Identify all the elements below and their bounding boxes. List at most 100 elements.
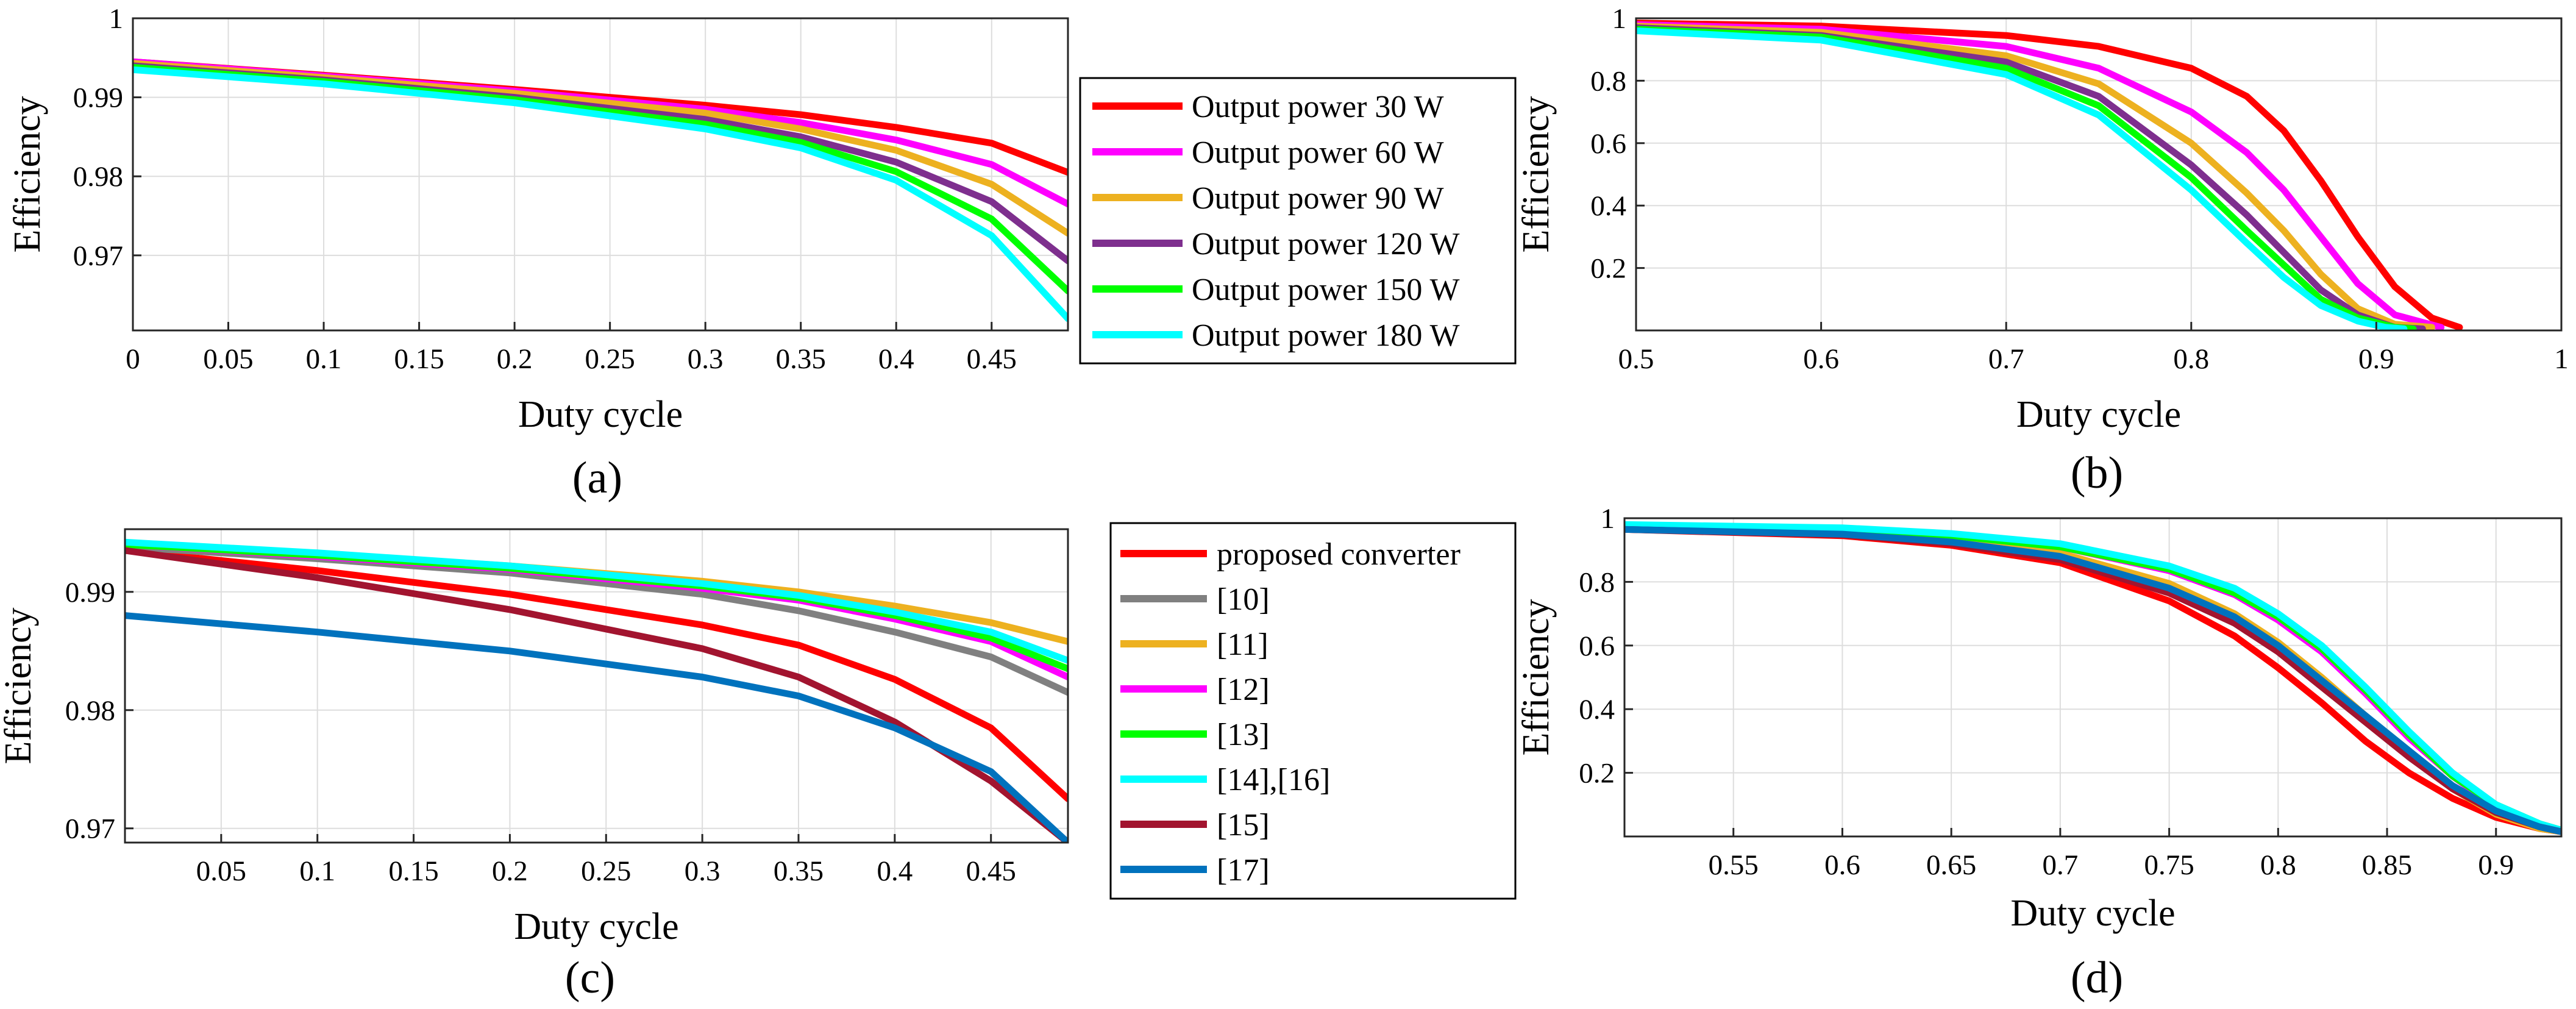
legend-a-label-4: Output power 150 W	[1192, 273, 1460, 307]
panel-c-xtick-label-8: 0.45	[966, 855, 1016, 887]
panel-b-xtick-label-2: 0.7	[1988, 343, 2024, 375]
panel-d-series-line-5	[1624, 521, 2561, 834]
panel-d-axes-frame	[1623, 517, 2563, 838]
panel-c-series-line-5	[125, 538, 1068, 664]
panel-d-label: (d)	[2071, 953, 2123, 1003]
panel-d-xtick-label-7: 0.9	[2478, 849, 2514, 881]
panel-a-axes-frame	[132, 17, 1069, 332]
panel-c-axes-frame	[124, 528, 1069, 844]
panel-d-xtick-label-5: 0.8	[2260, 849, 2296, 881]
panel-d-xtick-label-2: 0.65	[1926, 849, 1976, 881]
panel-a-xtick-label-1: 0.05	[203, 343, 253, 375]
panel-b-series-line-0	[1636, 20, 2463, 330]
legend-c-label-1: [10]	[1217, 582, 1270, 617]
panel-c-xtick-label-1: 0.1	[299, 855, 335, 887]
panel-c-xlabel: Duty cycle	[514, 906, 678, 947]
panel-b-label: (b)	[2071, 448, 2123, 498]
legend-c-label-5: [14],[16]	[1217, 763, 1330, 797]
panel-a-ytick-label-2: 0.99	[73, 82, 123, 114]
panel-b-xtick-label-3: 0.8	[2173, 343, 2209, 375]
panel-a-xtick-label-0: 0	[126, 343, 140, 375]
panel-c-xtick-label-5: 0.3	[685, 855, 720, 887]
panel-b-xtick-label-5: 1	[2554, 343, 2569, 375]
legend-c-label-2: [11]	[1217, 627, 1268, 662]
panel-c-label: (c)	[565, 953, 615, 1003]
panel-d-xlabel: Duty cycle	[2010, 893, 2175, 934]
legend-a: Output power 30 W Output power 60 W Outp…	[1079, 77, 1517, 365]
panel-c-ylabel: Efficiency	[0, 607, 39, 764]
legend-a-label-1: Output power 60 W	[1192, 135, 1444, 170]
panel-a-ylabel: Efficiency	[7, 96, 48, 252]
panel-b-xlabel: Duty cycle	[2016, 394, 2181, 435]
panel-b-xtick-label-0: 0.5	[1618, 343, 1654, 375]
legend-a-label-0: Output power 30 W	[1192, 90, 1444, 124]
panel-d-ytick-label-3: 0.8	[1579, 566, 1615, 598]
panel-c-series-line-6	[125, 547, 1068, 843]
panel-b: (b) 0.5 0.6 0.7 0.8 0.9 1 0.2 0.4 0.6 0.8 1 Duty cy…	[1515, 3, 2569, 498]
panel-c-xtick-label-2: 0.15	[388, 855, 438, 887]
panel-c-ytick-label-2: 0.99	[65, 577, 115, 608]
panel-c-ytick-label-0: 0.97	[65, 813, 115, 845]
panel-d-ytick-label-1: 0.4	[1579, 694, 1615, 726]
panel-a-series	[133, 58, 1068, 323]
panel-c-xtick-label-0: 0.05	[196, 855, 246, 887]
panel-b-xtick-label-4: 0.9	[2358, 343, 2394, 375]
panel-a-xtick-label-3: 0.15	[394, 343, 444, 375]
panel-a-xtick-label-6: 0.3	[688, 343, 724, 375]
panel-c: (c) 0.05 0.1 0.15 0.2 0.25 0.3 0.35 0.4 0.45 0.97…	[0, 528, 1069, 1003]
legend-c-box	[1109, 522, 1517, 900]
panel-d-xtick-label-4: 0.75	[2144, 849, 2194, 881]
panel-a-label: (a)	[572, 453, 622, 503]
panel-d: (d) 0.55 0.6 0.65 0.7 0.75 0.8 0.85 0.9 0.2 0.4 0.…	[1515, 503, 2563, 1003]
panel-b-series-line-5	[1636, 27, 2408, 330]
panel-a-ytick-label-0: 0.97	[73, 240, 123, 272]
panel-d-series-line-7	[1624, 526, 2561, 835]
panel-d-xtick-label-0: 0.55	[1709, 849, 1759, 881]
panel-a-xtick-label-9: 0.45	[967, 343, 1017, 375]
panel-c-xtick-label-7: 0.4	[877, 855, 913, 887]
panel-b-ylabel: Efficiency	[1515, 96, 1557, 252]
panel-c-ytick-label-1: 0.98	[65, 695, 115, 727]
legend-c-label-0: proposed converter	[1217, 537, 1461, 572]
panel-d-xtick-label-6: 0.85	[2362, 849, 2412, 881]
panel-c-xtick-label-6: 0.35	[774, 855, 824, 887]
panel-a-ytick-label-1: 0.98	[73, 161, 123, 193]
legend-c-label-7: [17]	[1217, 853, 1270, 888]
panel-d-xtick-label-1: 0.6	[1824, 849, 1860, 881]
panel-d-xtick-label-3: 0.7	[2043, 849, 2079, 881]
panel-d-ytick-label-4: 1	[1601, 503, 1615, 535]
legend-c: proposed converter [10] [11] [12] [13] […	[1109, 522, 1517, 900]
panel-a-xtick-label-8: 0.4	[878, 343, 914, 375]
panel-b-series-line-2	[1636, 23, 2435, 330]
legend-c-label-3: [12]	[1217, 672, 1270, 707]
panel-b-ytick-label-2: 0.6	[1590, 128, 1626, 160]
panel-c-series-line-0	[125, 547, 1068, 802]
panel-b-ytick-label-3: 0.8	[1590, 65, 1626, 97]
panel-b-ytick-label-1: 0.4	[1590, 190, 1626, 222]
panel-b-series-line-1	[1636, 21, 2445, 330]
legend-a-box	[1079, 77, 1517, 365]
panel-b-ytick-label-4: 1	[1612, 3, 1627, 35]
panel-c-series	[125, 538, 1068, 843]
panel-a-series-line-5	[133, 66, 1068, 323]
panel-a-xtick-label-7: 0.35	[776, 343, 826, 375]
panel-b-series	[1636, 20, 2463, 330]
legend-a-label-3: Output power 120 W	[1192, 227, 1460, 262]
panel-b-ytick-label-0: 0.2	[1590, 253, 1626, 285]
panel-b-xtick-label-1: 0.6	[1803, 343, 1839, 375]
panel-a-xtick-label-4: 0.2	[497, 343, 533, 375]
panel-a: (a) 0 0.05 0.1 0.15 0.2 0.25 0.3 0.35 0.4 0.45 0.9…	[7, 3, 1069, 503]
panel-d-ylabel: Efficiency	[1515, 599, 1557, 755]
panel-a-xlabel: Duty cycle	[518, 394, 683, 435]
panel-c-series-line-7	[125, 612, 1068, 843]
legend-c-label-4: [13]	[1217, 718, 1270, 752]
panel-b-axes-frame	[1635, 17, 2563, 332]
legend-c-label-6: [15]	[1217, 808, 1270, 843]
legend-a-label-5: Output power 180 W	[1192, 318, 1460, 353]
panel-c-xtick-label-4: 0.25	[581, 855, 631, 887]
panel-d-series	[1624, 521, 2561, 835]
panel-a-xtick-label-5: 0.25	[585, 343, 635, 375]
panel-c-grid	[125, 529, 1068, 843]
panel-c-xtick-label-3: 0.2	[492, 855, 528, 887]
